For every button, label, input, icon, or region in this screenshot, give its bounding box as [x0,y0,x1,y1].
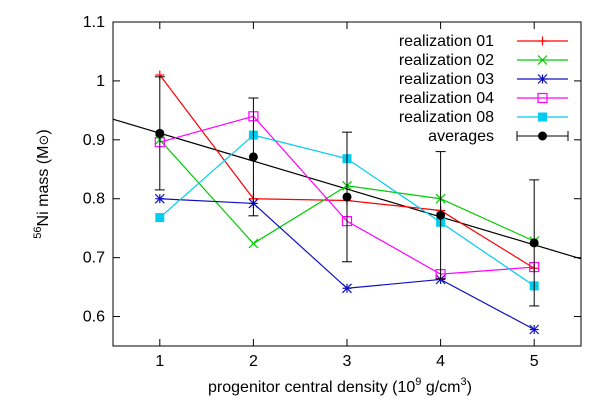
average-point-1-dot [155,128,165,138]
y-axis-title: 56Ni mass (M⊙) [32,129,52,238]
average-point-3 [342,192,352,202]
legend-marker-3 [537,74,548,84]
series-3-point-5 [529,324,540,335]
series-3-point-4-d2 [435,274,446,285]
plot-area [112,70,582,335]
legend-item-2: realization 02 [399,52,568,69]
x-tick-label-2: 2 [249,353,258,370]
series-5-point-1-box [155,213,165,223]
series-2-point-2-d2 [248,238,259,249]
legend-marker-2 [537,55,548,65]
legend-marker-3-d2 [537,74,548,84]
series-3-point-5-d2 [529,324,540,335]
average-point-5 [529,238,539,248]
average-point-4 [436,210,446,220]
legend-item-3: realization 03 [399,71,568,88]
legend-label-5: realization 08 [399,109,494,126]
legend-marker-5 [538,112,547,122]
legend-marker-4-box [537,92,548,104]
legend-label-3: realization 03 [399,71,494,88]
average-point-2 [248,152,258,162]
series-3-point-1 [154,193,165,204]
y-tick-label-2: 0.7 [83,250,105,267]
y-tick-label-4: 0.9 [83,132,105,149]
x-axis-title: progenitor central density (109 g/cm3) [208,376,472,396]
legend-label-4: realization 04 [399,90,494,107]
average-point-2-dot [248,152,258,162]
y-tick-label-1: 0.6 [83,309,105,326]
average-point-4-dot [436,210,446,220]
legend-marker-4 [537,92,548,104]
series-3-point-3 [342,283,352,294]
x-tick-label-4: 4 [436,353,445,370]
legend-marker-6-dot [538,131,547,141]
legend: realization 01 realization 02 realization … [399,33,569,145]
average-point-5-dot [529,238,539,248]
x-tick-label-5: 5 [530,353,539,370]
legend-item-4: realization 04 [399,90,568,107]
average-point-3-dot [342,192,352,202]
legend-label-6: averages [428,128,494,145]
average-point-1 [155,128,165,138]
legend-label-1: realization 01 [399,33,494,50]
legend-marker-6 [538,131,547,141]
legend-label-2: realization 02 [399,52,494,69]
axis-ticks: 1 2 3 4 5 0.6 0.7 0.8 0.9 1 1.1 [83,14,581,370]
x-tick-label-1: 1 [155,353,164,370]
legend-marker-5-box [538,112,547,122]
legend-item-6: averages [428,128,569,145]
y-tick-label-3: 0.8 [83,191,105,208]
legend-marker-2-d2 [537,55,548,65]
legend-item-1: realization 01 [399,33,568,50]
series-5-point-1 [155,213,165,223]
series-3-point-1-d2 [154,193,165,204]
y-tick-label-5: 1 [96,73,105,90]
series-2-point-2 [248,238,259,249]
series-3-point-3-d2 [342,283,352,294]
legend-item-5: realization 08 [399,109,568,126]
y-tick-label-6: 1.1 [83,14,105,31]
legend-marker-1 [538,36,547,46]
x-tick-label-3: 3 [343,353,352,370]
